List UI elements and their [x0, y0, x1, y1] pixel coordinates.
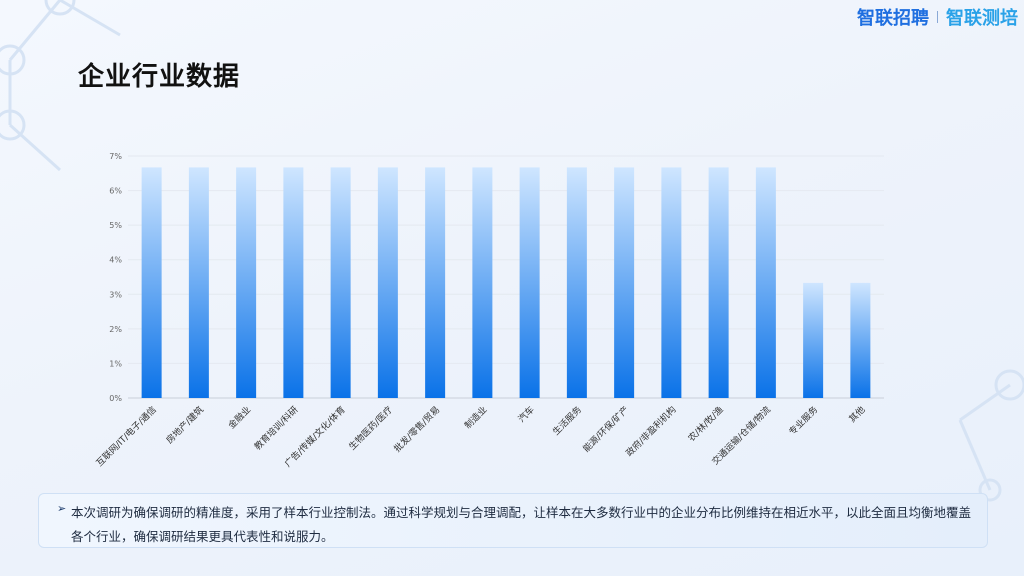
cepei-logo: 智联测培	[946, 8, 1018, 29]
bar	[377, 167, 398, 398]
x-tick-label: 汽车	[516, 404, 537, 425]
bar	[755, 167, 776, 398]
x-tick-label: 互联网/IT/电子/通信	[94, 404, 159, 469]
zhaopin-logo: 智联招聘	[857, 8, 929, 29]
note-text: 本次调研为确保调研的精准度，采用了样本行业控制法。通过科学规划与合理调配，让样本…	[71, 505, 972, 544]
y-tick-label: 6%	[109, 187, 122, 196]
y-tick-label: 7%	[109, 152, 122, 161]
bar	[519, 167, 540, 398]
x-tick-label: 批发/零售/贸易	[391, 404, 442, 455]
bar	[661, 167, 682, 398]
brand-logos: 智联招聘 智联测培	[857, 6, 1018, 29]
x-tick-label: 政府/非盈利机构	[623, 404, 678, 459]
y-tick-label: 1%	[109, 359, 122, 368]
x-tick-label: 教育培训/科研	[252, 404, 301, 453]
bar	[614, 167, 635, 398]
x-tick-label: 其他	[846, 404, 867, 425]
bar	[330, 167, 351, 398]
logo-divider	[937, 11, 938, 23]
bar	[188, 167, 209, 398]
bar	[850, 282, 871, 398]
bar	[283, 167, 304, 398]
bar	[425, 167, 446, 398]
note-bullet: ➢	[57, 502, 67, 515]
bar	[566, 167, 587, 398]
industry-bar-chart: 0% 1% 2% 3% 4% 5% 6% 7% 互联网/IT/电子/通信 房地产/建筑 金融业 教育…	[94, 152, 884, 469]
bar	[141, 167, 162, 398]
y-tick-label: 3%	[109, 290, 122, 299]
x-tick-label: 生物医药/医疗	[346, 404, 395, 453]
x-tick-label: 制造业	[462, 404, 490, 432]
note-box: ➢ 本次调研为确保调研的精准度，采用了样本行业控制法。通过科学规划与合理调配，让…	[38, 493, 988, 548]
x-tick-label: 专业服务	[786, 404, 820, 438]
bar	[803, 282, 824, 398]
page-title: 企业行业数据	[78, 62, 241, 92]
y-tick-label: 2%	[109, 325, 122, 334]
y-tick-label: 5%	[109, 221, 122, 230]
x-tick-label: 房地产/建筑	[164, 404, 206, 446]
bar	[236, 167, 257, 398]
y-tick-label: 4%	[109, 256, 122, 265]
x-tick-label: 农/林/牧/渔	[685, 404, 725, 444]
bar	[472, 167, 493, 398]
bar	[708, 167, 729, 398]
x-tick-label: 生活服务	[550, 404, 584, 438]
y-tick-label: 0%	[109, 394, 122, 403]
x-tick-label: 能源/环保/矿产	[580, 404, 631, 455]
x-tick-label: 金融业	[226, 404, 254, 432]
